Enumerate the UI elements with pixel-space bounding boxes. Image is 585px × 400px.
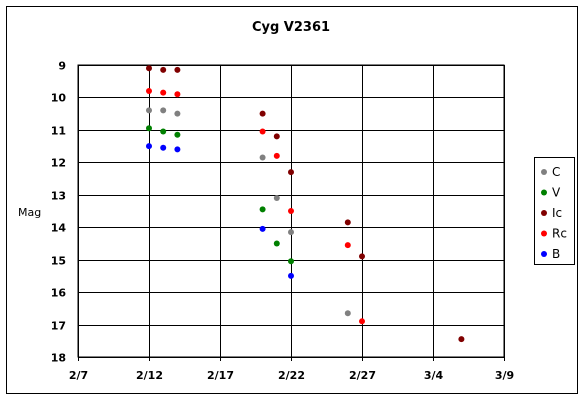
grid-layer <box>78 65 505 361</box>
legend-box <box>534 157 575 265</box>
data-point-c <box>160 107 167 114</box>
data-point-b <box>174 146 181 153</box>
x-tick-label: 3/4 <box>424 369 444 382</box>
legend-marker-rc <box>541 230 547 237</box>
x-tick-label: 2/12 <box>136 369 163 382</box>
x-tick-label: 2/22 <box>278 369 305 382</box>
data-point-v <box>288 258 294 265</box>
x-tick-label: 2/7 <box>69 369 88 382</box>
x-tick-label: 2/27 <box>349 369 376 382</box>
data-point-rc <box>259 128 266 135</box>
data-point-v <box>273 240 280 247</box>
y-tick-label: 10 <box>51 92 67 105</box>
legend-label-ic: Ic <box>552 206 562 220</box>
data-point-v <box>146 125 152 132</box>
legend-label-rc: Rc <box>552 227 567 241</box>
data-point-c <box>273 195 280 202</box>
data-point-rc <box>174 91 181 98</box>
data-point-ic <box>259 110 266 117</box>
data-point-ic <box>174 66 181 73</box>
y-tick-label: 17 <box>51 320 66 333</box>
data-point-rc <box>146 87 152 94</box>
data-point-ic <box>146 65 152 72</box>
data-point-rc <box>359 318 365 325</box>
y-tick-label: 12 <box>51 157 66 170</box>
data-point-b <box>288 272 294 279</box>
data-point-ic <box>273 133 280 140</box>
data-point-b <box>146 143 152 150</box>
data-point-ic <box>288 169 294 176</box>
data-point-c <box>174 110 181 117</box>
y-tick-label: 11 <box>51 125 66 138</box>
data-point-v <box>174 131 181 138</box>
data-point-ic <box>359 253 365 260</box>
data-point-ic <box>344 219 351 226</box>
legend-label-v: V <box>552 186 561 200</box>
data-point-rc <box>288 208 294 214</box>
data-point-c <box>146 107 152 114</box>
legend-marker-v <box>541 189 547 196</box>
data-point-rc <box>273 152 280 159</box>
data-point-b <box>160 144 167 151</box>
data-point-c <box>288 229 294 236</box>
y-axis-label: Mag <box>18 206 41 219</box>
y-tick-label: 16 <box>51 287 67 300</box>
y-tick-label: 15 <box>51 255 66 268</box>
data-point-b <box>259 225 266 232</box>
data-point-c <box>259 154 266 161</box>
chart-title: Cyg V2361 <box>252 20 330 35</box>
data-point-c <box>344 310 351 317</box>
data-point-v <box>259 206 266 213</box>
y-tick-label: 14 <box>51 222 67 235</box>
x-tick-label: 3/9 <box>495 369 514 382</box>
data-point-ic <box>458 336 465 343</box>
legend-marker-c <box>541 169 547 175</box>
legend-label-b: B <box>552 247 560 261</box>
point-layer <box>146 65 465 343</box>
y-tick-label: 9 <box>58 60 66 73</box>
legend-marker-b <box>541 251 547 257</box>
legend-marker-ic <box>541 210 547 216</box>
data-point-rc <box>160 89 167 96</box>
y-tick-label: 18 <box>51 352 66 365</box>
data-point-ic <box>160 66 167 73</box>
y-tick-label: 13 <box>51 190 66 203</box>
legend-label-c: C <box>552 165 560 179</box>
data-point-v <box>160 128 167 135</box>
tick-layer: 9 10 11 12 13 14 15 16 17 182/7 2/12 2/17 2/22 2/27 3/… <box>51 60 514 383</box>
data-point-rc <box>344 242 351 249</box>
x-tick-label: 2/17 <box>207 369 234 382</box>
legend: CV Ic Rc B <box>534 157 575 265</box>
